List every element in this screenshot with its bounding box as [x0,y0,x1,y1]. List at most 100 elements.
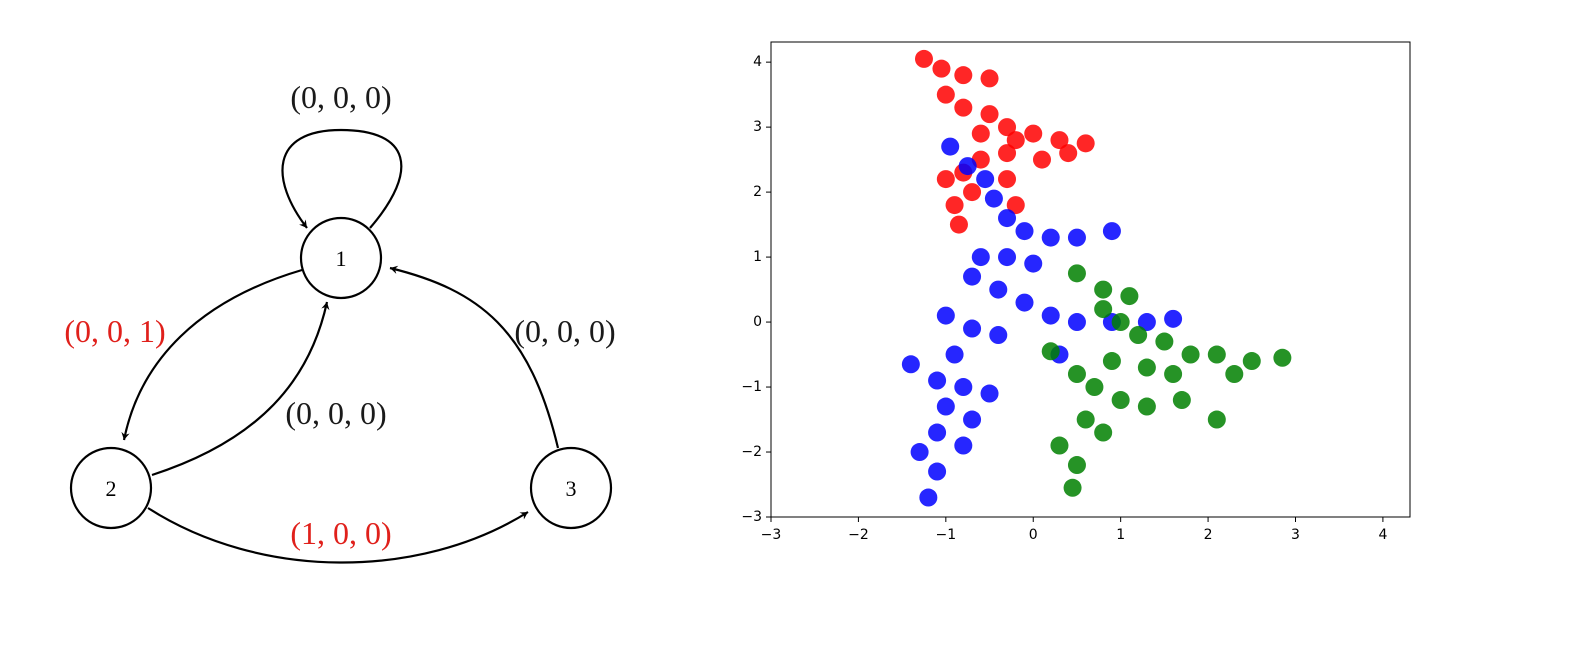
x-tick-label: 2 [1204,527,1213,543]
point [1181,345,1200,364]
point [1015,222,1034,241]
y-tick-label: −1 [741,379,762,395]
node-label: 1 [336,246,347,271]
point [1137,313,1156,332]
point [963,319,982,338]
y-tick-label: 1 [753,249,762,265]
edge-label: (0, 0, 0) [290,79,391,115]
point [1041,342,1060,361]
point [971,248,990,267]
point [998,170,1017,189]
point [980,384,999,403]
point [936,85,955,104]
point [1006,131,1025,150]
point [984,189,1003,208]
x-tick-label: −1 [936,527,957,543]
point [1120,287,1139,306]
point [1024,124,1043,143]
y-tick-label: 0 [753,314,762,330]
y-tick-label: −2 [741,444,762,460]
point [1155,332,1174,351]
point [1063,478,1082,497]
point [1015,293,1034,312]
point [963,410,982,429]
point [998,118,1017,137]
point [1006,196,1025,215]
point [936,306,955,325]
point [980,69,999,88]
point [1094,423,1113,442]
point [1032,150,1051,169]
y-tick-label: 3 [753,119,762,135]
point [958,157,977,176]
point [936,397,955,416]
edge-label: (0, 0, 0) [514,313,615,349]
point [1076,410,1095,429]
point [1164,309,1183,328]
edge [147,507,529,564]
point [945,345,964,364]
point [919,488,938,507]
point [1050,436,1069,455]
point [1024,254,1043,273]
point [901,355,920,374]
point [1067,456,1086,475]
point [989,326,1008,345]
edge-label: (0, 0, 1) [64,313,165,349]
point [936,170,955,189]
point [910,443,929,462]
point [1137,397,1156,416]
point [1172,391,1191,410]
point [1067,228,1086,247]
point [954,378,973,397]
point [1129,326,1148,345]
point [954,98,973,117]
y-tick-label: 2 [753,184,762,200]
edge-label: (1, 0, 0) [290,515,391,551]
point [1041,306,1060,325]
x-tick-label: 4 [1378,527,1387,543]
edge-label: (0, 0, 0) [285,395,386,431]
point [1164,365,1183,384]
plot-frame [770,41,1411,518]
point [954,66,973,85]
point [963,267,982,286]
x-tick-label: 0 [1029,527,1038,543]
x-tick-label: 3 [1291,527,1300,543]
state-diagram: 1 2 3 (0, 0, 0) (0, 0, 1) (0, 0, 0) (0, … [64,79,616,564]
point [1067,264,1086,283]
point [1225,365,1244,384]
point [1207,410,1226,429]
point [928,462,947,481]
point [1207,345,1226,364]
point [941,137,960,156]
point [1076,134,1095,153]
point [1273,348,1292,367]
point [949,215,968,234]
point [1111,391,1130,410]
point [976,170,995,189]
point [963,183,982,202]
edge [281,128,403,229]
point [945,196,964,215]
edge [121,268,303,441]
point [1059,144,1078,163]
point [1094,300,1113,319]
point [1242,352,1261,371]
point [1050,131,1069,150]
y-tick-label: 4 [753,54,762,70]
point [971,124,990,143]
point [1102,222,1121,241]
point [980,105,999,124]
point [1094,280,1113,299]
point [928,423,947,442]
point [1067,313,1086,332]
point [998,209,1017,228]
point [1111,313,1130,332]
y-tick-label: −3 [741,509,762,525]
point [1085,378,1104,397]
x-tick-label: −2 [848,527,869,543]
point [989,280,1008,299]
x-tick-label: −3 [761,527,782,543]
